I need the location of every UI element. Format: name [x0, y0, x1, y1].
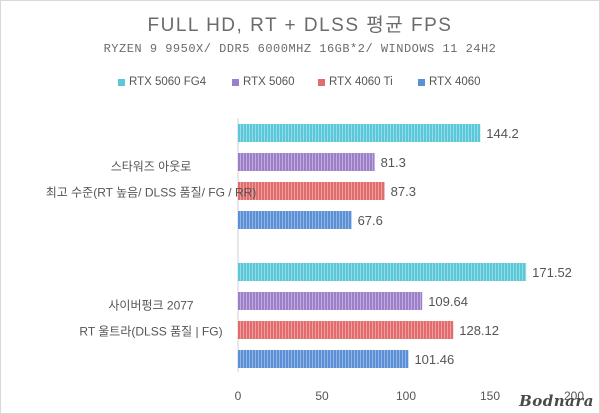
x-tick-label: 0: [235, 389, 242, 403]
bar-stripes: [238, 153, 375, 171]
legend-label: RTX 5060: [243, 76, 295, 88]
category-label: 최고 수준(RT 높음/ DLSS 품질/ FG / RR): [46, 186, 257, 200]
legend-swatch: [418, 78, 425, 86]
bar-value-label: 67.6: [358, 213, 383, 228]
x-tick-label: 100: [396, 389, 416, 403]
x-tick-label: 150: [480, 389, 500, 403]
category-label: 사이버펑크 2077: [108, 299, 194, 313]
chart-title: FULL HD, RT + DLSS 평균 FPS: [147, 15, 453, 36]
legend-label: RTX 4060: [429, 76, 481, 88]
bar-stripes: [238, 292, 423, 310]
bar-stripes: [238, 321, 454, 339]
bar-stripes: [238, 350, 409, 368]
legend-item-rtx5060fg4: RTX 5060 FG4: [118, 76, 206, 88]
legend-item-rtx4060ti: RTX 4060 Ti: [318, 76, 393, 88]
x-tick-label: 200: [564, 389, 584, 403]
legend-label: RTX 5060 FG4: [129, 76, 207, 88]
legend-swatch: [118, 78, 125, 86]
bar-stripes: [238, 182, 385, 200]
bar-stripes: [238, 211, 352, 229]
legend-swatch: [318, 78, 325, 86]
bar-value-label: 144.2: [486, 126, 519, 141]
legend-swatch: [232, 78, 239, 86]
chart-subtitle: RYZEN 9 9950X/ DDR5 6000MHZ 16GB*2/ WIND…: [103, 42, 497, 56]
watermark-logo: Bodnara: [519, 392, 594, 410]
bar-stripes: [238, 124, 481, 142]
bar-value-label: 171.52: [532, 265, 572, 280]
category-label: 스타워즈 아웃로: [111, 160, 192, 174]
chart-legend: RTX 5060 FG4 RTX 5060 RTX 4060 Ti RTX 40…: [0, 76, 600, 90]
bar-stripes: [238, 263, 527, 281]
bar-value-label: 128.12: [459, 323, 499, 338]
bar-value-label: 87.3: [391, 184, 416, 199]
bar-value-label: 109.64: [428, 294, 468, 309]
bar-value-label: 101.46: [414, 352, 454, 367]
legend-item-rtx4060: RTX 4060: [418, 76, 481, 88]
x-tick-label: 50: [315, 389, 329, 403]
category-label: RT 울트라(DLSS 품질 | FG): [79, 325, 222, 339]
legend-label: RTX 4060 Ti: [329, 76, 393, 88]
legend-item-rtx5060: RTX 5060: [232, 76, 295, 88]
bar-value-label: 81.3: [381, 155, 406, 170]
